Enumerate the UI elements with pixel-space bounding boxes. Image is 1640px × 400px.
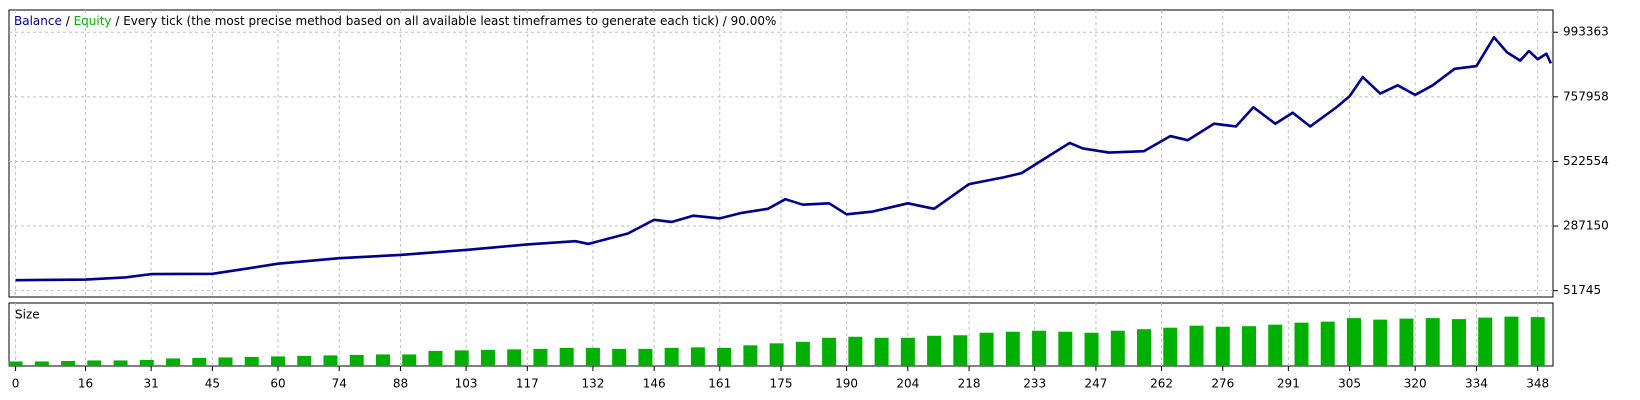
bar	[1346, 318, 1361, 366]
bar	[743, 345, 758, 366]
bar	[1110, 330, 1125, 366]
bar	[113, 360, 128, 366]
bar	[1373, 319, 1388, 366]
x-tick-label: 204	[896, 377, 919, 391]
x-tick-label: 218	[958, 377, 981, 391]
bar	[1032, 330, 1047, 366]
bar	[34, 361, 49, 366]
x-tick-label: 117	[516, 377, 539, 391]
bar	[61, 360, 76, 366]
bar	[1425, 318, 1440, 366]
x-tick-label: 305	[1338, 377, 1361, 391]
x-tick-label: 233	[1023, 377, 1046, 391]
bar	[1084, 332, 1099, 366]
x-tick-label: 45	[205, 377, 220, 391]
bar	[323, 355, 338, 366]
bar	[166, 358, 181, 366]
bar	[979, 332, 994, 366]
bar	[769, 343, 784, 366]
bar	[559, 347, 574, 366]
x-tick-label: 276	[1211, 377, 1234, 391]
bar	[192, 357, 207, 366]
bar	[1268, 324, 1283, 366]
bar	[690, 347, 705, 366]
legend-separator: /	[65, 14, 70, 28]
x-tick-label: 132	[581, 377, 604, 391]
chart-header: Balance / Equity / Every tick (the most …	[14, 14, 777, 28]
bar	[8, 361, 23, 366]
bar	[402, 354, 417, 366]
bar	[1189, 325, 1204, 366]
series-line	[15, 35, 1552, 282]
bar	[139, 359, 154, 366]
bar	[428, 350, 443, 366]
x-tick-label: 74	[332, 377, 347, 391]
x-tick-label: 320	[1404, 377, 1427, 391]
bar	[795, 341, 810, 366]
x-tick-label: 0	[12, 377, 20, 391]
bar	[1215, 326, 1230, 366]
y-tick-label: 287150	[1563, 219, 1609, 233]
bar	[533, 348, 548, 366]
bar	[585, 347, 600, 366]
bar	[638, 348, 653, 366]
y-tick-label: 757958	[1563, 89, 1609, 103]
bar	[612, 348, 627, 366]
bar	[1294, 322, 1309, 366]
bar	[218, 357, 233, 366]
bar	[1242, 326, 1257, 366]
bar	[822, 337, 837, 366]
bar	[87, 360, 102, 366]
bar	[664, 347, 679, 366]
bar	[1137, 329, 1152, 366]
bar	[1320, 321, 1335, 366]
x-tick-label: 161	[708, 377, 731, 391]
bar	[507, 349, 522, 366]
x-tick-label: 334	[1465, 377, 1488, 391]
x-tick-label: 88	[393, 377, 408, 391]
x-tick-label: 175	[770, 377, 793, 391]
chart-subtitle: / Every tick (the most precise method ba…	[115, 14, 777, 28]
bar	[1058, 331, 1073, 366]
bar	[297, 355, 312, 366]
bar	[244, 356, 259, 366]
y-tick-label: 51745	[1563, 283, 1601, 297]
bar	[1530, 317, 1545, 366]
x-tick-label: 31	[144, 377, 159, 391]
y-tick-label: 522554	[1563, 154, 1609, 168]
x-tick-label: 291	[1277, 377, 1300, 391]
bar	[900, 337, 915, 366]
x-tick-label: 262	[1150, 377, 1173, 391]
bar	[848, 336, 863, 366]
bar	[927, 335, 942, 366]
bar	[1399, 318, 1414, 366]
bar	[1005, 331, 1020, 366]
bar	[349, 354, 364, 366]
legend-balance: Balance	[14, 14, 62, 28]
bar	[717, 347, 732, 366]
bar	[454, 350, 469, 366]
bar	[270, 356, 285, 366]
x-tick-label: 146	[643, 377, 666, 391]
y-tick-label: 993363	[1563, 25, 1609, 39]
x-tick-label: 16	[78, 377, 93, 391]
main-panel	[8, 9, 1554, 298]
legend-equity: Equity	[73, 14, 112, 28]
bar	[1451, 319, 1466, 366]
x-tick-label: 103	[455, 377, 478, 391]
bar	[1504, 316, 1519, 366]
panel-title: Size	[15, 308, 40, 322]
x-tick-label: 60	[270, 377, 285, 391]
bar	[480, 349, 495, 366]
x-tick-label: 348	[1526, 377, 1549, 391]
x-tick-label: 190	[835, 377, 858, 391]
bar	[1478, 317, 1493, 366]
bar	[953, 335, 968, 366]
bar	[1163, 327, 1178, 366]
bar	[874, 337, 889, 366]
bar	[375, 354, 390, 366]
x-tick-label: 247	[1084, 377, 1107, 391]
